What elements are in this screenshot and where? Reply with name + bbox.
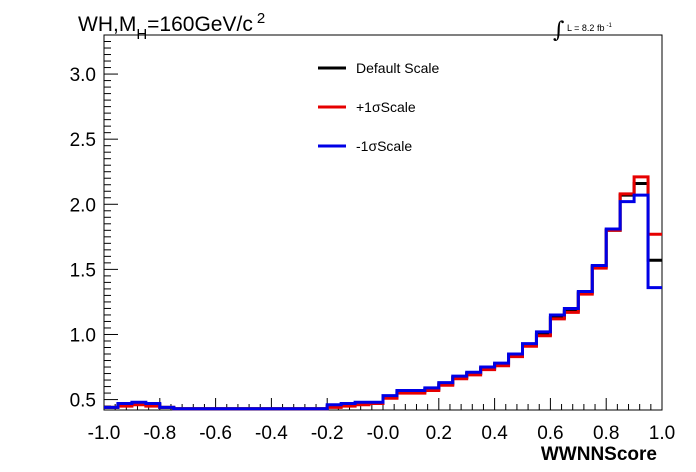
title-main: WH,M (78, 13, 136, 36)
x-tick-label: -0.0 (367, 423, 400, 444)
y-tick-label: 1.0 (70, 325, 96, 346)
y-tick-label: 2.0 (70, 195, 96, 216)
title-subscript: H (136, 26, 147, 43)
x-tick-label: -0.6 (199, 423, 232, 444)
lumi-integral-symbol: ∫ (553, 18, 565, 43)
series-layer (104, 175, 662, 411)
chart-title: WH,MH=160GeV/c 2 (78, 10, 265, 43)
x-tick-label: -0.2 (311, 423, 344, 444)
x-tick-label: 0.8 (593, 423, 619, 444)
x-axis: -1.0 -0.8 -0.6 -0.4 -0.2 -0.0 0.2 0.4 0.6 0.8 1.0 (88, 398, 675, 444)
x-axis-label: WWNNScore (541, 444, 657, 465)
x-tick-label: -1.0 (88, 423, 121, 444)
legend-label: +1σScale (356, 99, 416, 115)
lumi-label: L = 8.2 fb -1 (567, 23, 612, 33)
x-tick-label: 0.6 (537, 423, 563, 444)
x-tick-label: 0.2 (426, 423, 452, 444)
y-axis: 0.5 1.0 1.5 2.0 2.5 3.0 (70, 34, 118, 412)
lumi-superscript: -1 (606, 23, 612, 29)
y-tick-label: 1.5 (70, 260, 96, 281)
title-superscript: 2 (257, 10, 265, 27)
lumi-text: L = 8.2 fb (567, 23, 604, 33)
title-rest: =160GeV/c (147, 13, 253, 36)
legend: Default Scale +1σScale -1σScale (318, 60, 439, 154)
plot-frame (103, 34, 663, 411)
x-tick-label: -0.4 (255, 423, 288, 444)
legend-label: Default Scale (356, 60, 439, 76)
series-line-2 (104, 193, 662, 411)
x-tick-label: 0.4 (481, 423, 508, 444)
y-tick-label: 2.5 (70, 130, 96, 151)
y-tick-label: 0.5 (70, 391, 96, 412)
y-tick-label: 3.0 (70, 65, 96, 86)
legend-label: -1σScale (356, 138, 412, 154)
x-tick-label: 1.0 (649, 423, 675, 444)
x-tick-label: -0.8 (143, 423, 176, 444)
